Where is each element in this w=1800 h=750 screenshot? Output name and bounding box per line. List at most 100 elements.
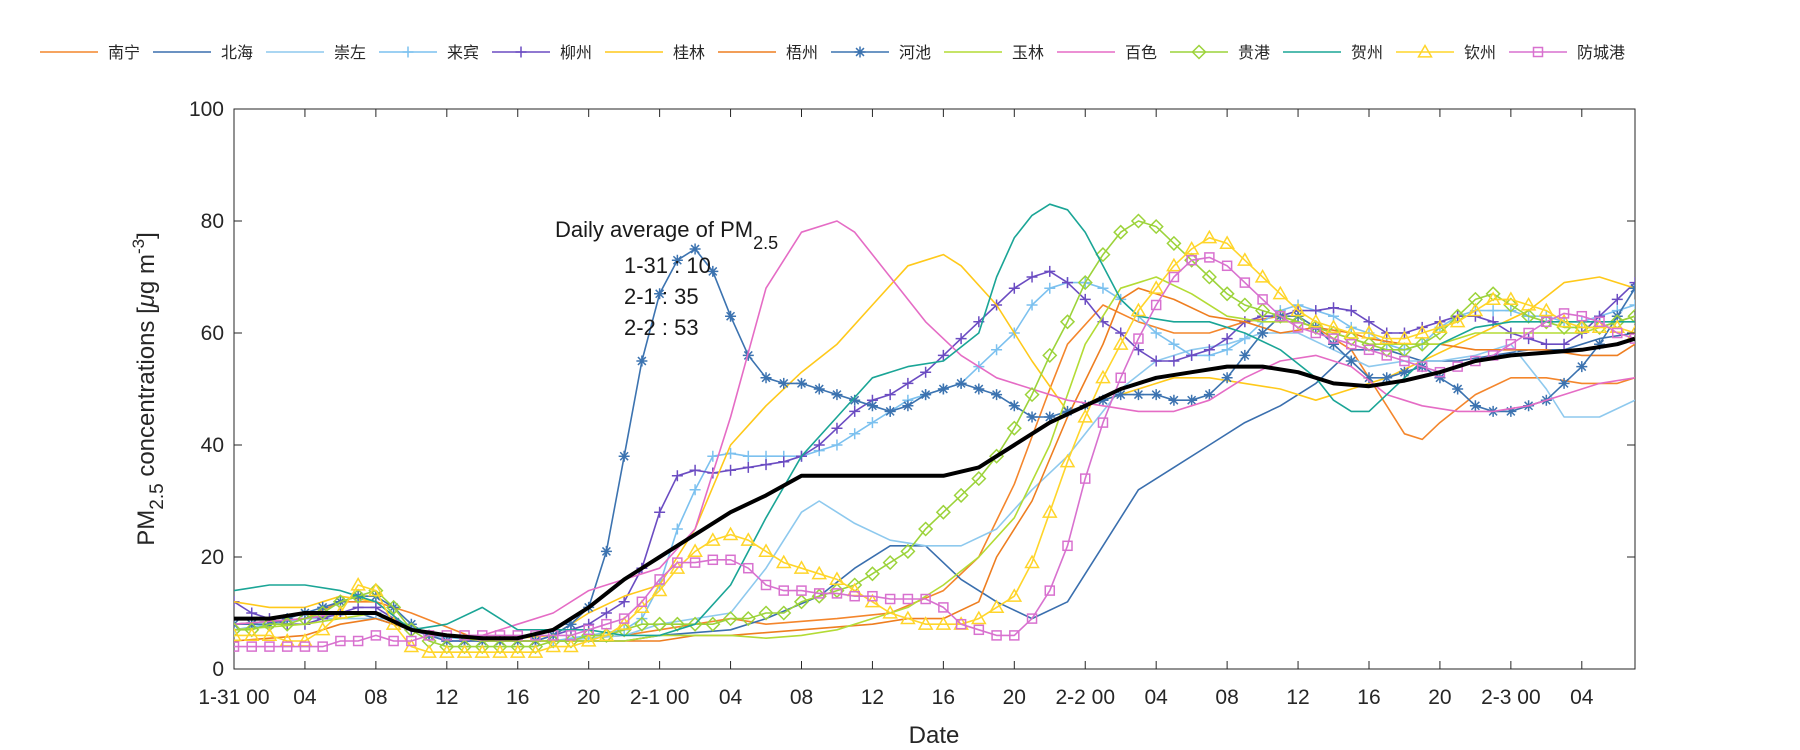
x-tick-label: 20 (1003, 686, 1026, 709)
x-tick-label: 16 (506, 686, 529, 709)
series-来宾-point (1168, 338, 1180, 350)
legend-item-河池: 河池 (831, 43, 931, 62)
series-贵港-point (793, 594, 810, 610)
series-贵港-point (935, 504, 951, 520)
series-贵港-point (864, 566, 880, 582)
series-钦州-point (1059, 453, 1076, 468)
series-贵港-point (492, 639, 508, 655)
x-tick-label: 08 (1215, 686, 1238, 709)
series-河池-point (955, 377, 967, 389)
series-河池-point (1505, 405, 1517, 417)
series-防城港-point (1416, 361, 1428, 372)
series-河池-point (1345, 355, 1357, 367)
legend-label-桂林: 桂林 (673, 43, 705, 62)
series-河池-point (1186, 394, 1198, 406)
legend-label-防城港: 防城港 (1577, 43, 1625, 62)
legend-item-崇左: 崇左 (266, 43, 366, 62)
series-钦州-point (651, 582, 668, 597)
series-防城港-point (1062, 540, 1073, 552)
series-防城港-point (884, 593, 896, 605)
series-来宾-point (707, 450, 719, 462)
daily-average-annotation: Daily average of PM2.5 1-31 : 10 2-1 : 3… (555, 217, 778, 340)
series-贵港-point (1255, 303, 1271, 319)
annotation-line-2: 2-1 : 35 (624, 284, 699, 309)
series-防城港-point (672, 557, 683, 568)
series-贵港-point (1379, 342, 1395, 358)
series-钦州-point (917, 616, 934, 630)
series-防城港-point (991, 630, 1002, 641)
series-柳州-point (778, 456, 790, 468)
series-钦州-point (368, 582, 384, 597)
series-河池-point (902, 400, 914, 412)
series-贵港-point (1219, 286, 1235, 302)
series-贵港-point (1201, 269, 1217, 285)
series-贵港-point (1166, 235, 1182, 251)
series-钦州-point (811, 565, 828, 580)
series-河池-point (636, 355, 648, 367)
series-柳州-point (1629, 277, 1635, 289)
y-tick-label: 40 (201, 434, 224, 457)
series-柳州-point (1487, 316, 1499, 328)
series-河池-point (1594, 338, 1606, 350)
series-贵港-point (705, 616, 721, 632)
series-河池-point (1558, 377, 1570, 389)
legend-item-防城港: 防城港 (1509, 43, 1625, 62)
series-河池-point (1257, 327, 1269, 339)
legend-marker-钦州 (1417, 43, 1433, 58)
series-average-line (234, 336, 1635, 641)
series-河池-point (565, 618, 577, 630)
series-防城港-point (1257, 294, 1268, 305)
series-钦州-point (793, 560, 810, 574)
series-防城港-point (1079, 473, 1091, 484)
series-河池-point (725, 310, 737, 322)
series-钦州-point (988, 599, 1005, 614)
series-贵港-line (234, 220, 1635, 648)
series-河池-point (654, 288, 666, 300)
series-防城港-point (1168, 271, 1180, 283)
series-贵港-point (261, 616, 278, 632)
series-钦州-point (1574, 319, 1590, 334)
series-柳州-point (1186, 349, 1198, 361)
legend-item-百色: 百色 (1057, 43, 1157, 62)
series-钦州-point (1201, 229, 1218, 244)
series-贵港-point (740, 611, 756, 627)
series-柳州-point (1062, 277, 1074, 289)
series-柳州-point (1026, 271, 1038, 283)
series-防城港-point (813, 588, 825, 599)
series-河池-point (884, 405, 896, 417)
x-tick-label: 04 (293, 686, 317, 709)
series-河池-point (1576, 361, 1588, 373)
legend-label-柳州: 柳州 (560, 43, 592, 62)
series-防城港-point (1221, 260, 1233, 272)
series-钦州-point (1307, 313, 1324, 328)
series-来宾-point (1097, 282, 1109, 294)
series-钦州-point (900, 610, 916, 625)
series-河池-point (689, 243, 701, 255)
legend-label-贵港: 贵港 (1238, 43, 1270, 62)
series-防城港-point (1186, 254, 1197, 266)
series-贵港-point (1325, 325, 1342, 341)
series-防城港-point (406, 635, 417, 647)
series-贵港-point (1042, 347, 1058, 363)
series-钦州-point (740, 532, 757, 546)
series-防城港-point (1576, 310, 1588, 322)
series-来宾-point (1044, 282, 1056, 294)
legend-item-钦州: 钦州 (1396, 43, 1496, 62)
series-贵港-point (474, 639, 490, 655)
series-贵港-point (1627, 308, 1635, 324)
series-河池-point (1203, 389, 1215, 401)
y-axis-label: PM2.5 concentrations [μg m-3] (129, 232, 168, 546)
series-钦州-point (1361, 324, 1377, 339)
series-柳州-point (1611, 293, 1623, 305)
series-河池-point (1168, 394, 1180, 406)
series-柳州-point (1150, 355, 1162, 367)
series-河池-point (778, 377, 790, 389)
series-防城港-point (902, 593, 914, 605)
series-贵港-point (776, 605, 792, 621)
series-防城港-point (1363, 344, 1375, 356)
series-防城港-point (1204, 252, 1215, 263)
series-百色-line (234, 220, 1635, 637)
series-防城港-point (920, 593, 931, 605)
series-贵港-point (527, 639, 544, 655)
